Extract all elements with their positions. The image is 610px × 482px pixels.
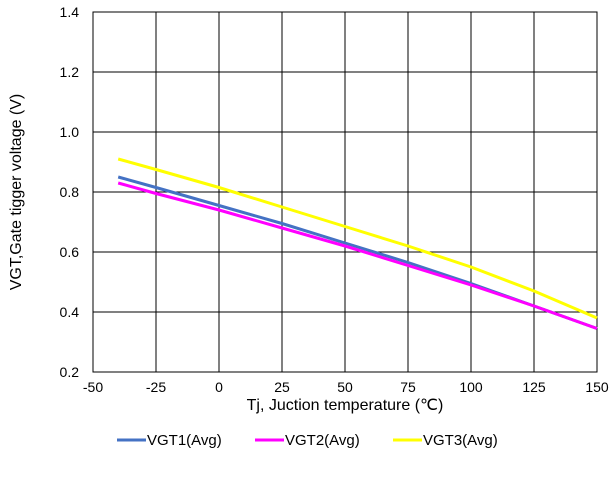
plot-frame [92, 11, 598, 373]
y-tick-label: 0.8 [60, 184, 80, 200]
x-tick-label: 75 [400, 379, 416, 395]
x-tick-label: -50 [83, 379, 103, 395]
y-tick-label: 0.4 [60, 304, 80, 320]
x-axis-title: Tj, Juction temperature (℃) [247, 397, 444, 414]
y-tick-label: 0.2 [60, 364, 80, 380]
y-tick-label: 1.4 [60, 4, 80, 20]
x-tick-label: 100 [459, 379, 483, 395]
legend-label-vgt2: VGT2(Avg) [285, 432, 360, 449]
x-tick-label: 50 [337, 379, 353, 395]
y-axis-title: VGT,Gate tigger voltage (V) [8, 94, 25, 291]
x-tick-label: 25 [274, 379, 290, 395]
x-tick-label: 125 [522, 379, 546, 395]
legend: VGT1(Avg) VGT2(Avg) VGT3(Avg) [117, 432, 498, 449]
series-lines [117, 157, 598, 330]
y-tick-labels: 0.2 0.4 0.6 0.8 1.0 1.2 1.4 [60, 4, 80, 380]
series-line-vgt3 [117, 157, 598, 320]
y-tick-label: 1.0 [60, 124, 80, 140]
y-tick-label: 0.6 [60, 244, 80, 260]
x-tick-label: 0 [215, 379, 223, 395]
x-tick-label: 150 [585, 379, 609, 395]
x-tick-label: -25 [146, 379, 166, 395]
legend-label-vgt3: VGT3(Avg) [423, 432, 498, 449]
x-tick-labels: -50 -25 0 25 50 75 100 125 150 [83, 379, 609, 395]
y-tick-label: 1.2 [60, 64, 80, 80]
legend-label-vgt1: VGT1(Avg) [147, 432, 222, 449]
series-line-vgt2 [117, 181, 598, 330]
